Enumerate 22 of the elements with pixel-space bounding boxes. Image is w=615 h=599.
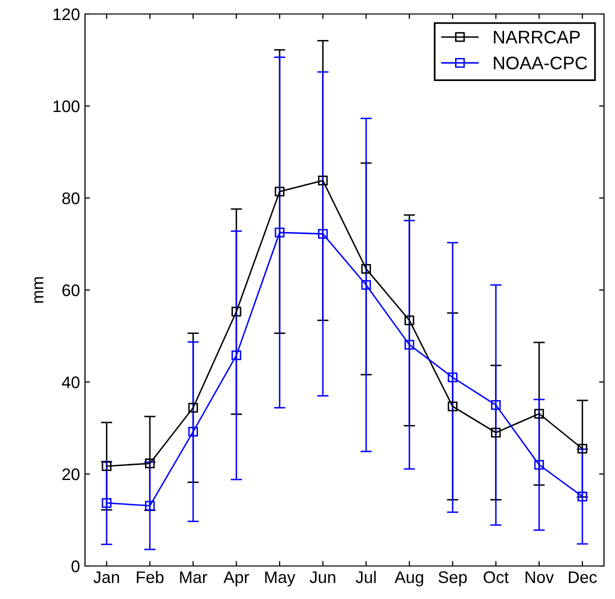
legend-label: NARRCAP <box>494 30 580 44</box>
y-axis-title: mm <box>34 277 44 303</box>
y-tick-label: 40 <box>62 376 80 388</box>
x-tick-label: Mar <box>180 571 208 584</box>
x-tick-label: May <box>265 571 296 586</box>
x-tick-label: Aug <box>394 571 424 586</box>
y-tick-label: 100 <box>54 100 80 112</box>
legend-label: NOAA-CPC <box>494 56 588 70</box>
x-tick-label: Dec <box>568 571 597 584</box>
x-tick-label: Jan <box>93 571 119 584</box>
x-tick-label: Jun <box>310 571 336 584</box>
x-tick-label: Feb <box>136 570 164 584</box>
x-tick-label: Apr <box>223 571 250 586</box>
x-tick-label: Oct <box>484 571 509 584</box>
y-tick-label: 20 <box>62 468 80 480</box>
y-tick-label: 80 <box>62 192 80 204</box>
y-tick-label: 0 <box>72 560 80 572</box>
y-tick-label: 60 <box>62 284 80 296</box>
x-tick-label: Sep <box>438 571 467 586</box>
x-tick-label: Nov <box>526 571 554 584</box>
x-tick-label: Jul <box>356 570 376 584</box>
y-tick-label: 120 <box>54 8 80 20</box>
